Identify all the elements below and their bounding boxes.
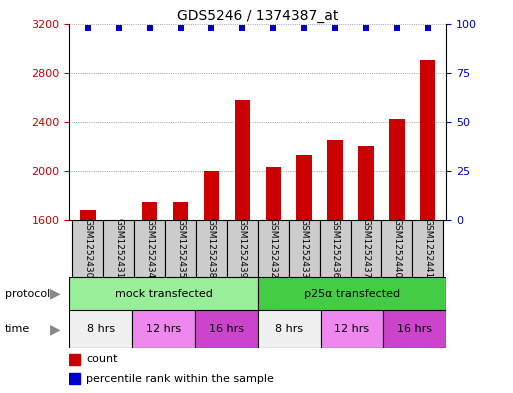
Text: GSM1252437: GSM1252437 (362, 219, 370, 279)
Text: ▶: ▶ (50, 287, 61, 301)
Bar (132, 310, 195, 348)
Text: GSM1252436: GSM1252436 (330, 219, 340, 279)
Bar (80, 210, 95, 220)
Text: ▶: ▶ (50, 322, 61, 336)
Bar (195, 310, 258, 348)
Bar (297, 155, 312, 220)
Bar (69, 277, 258, 310)
Text: GSM1252441: GSM1252441 (423, 219, 432, 279)
Text: GSM1252434: GSM1252434 (145, 219, 154, 279)
Bar (320, 220, 350, 277)
Text: 12 hrs: 12 hrs (146, 324, 181, 334)
Bar (165, 220, 196, 277)
Bar (69, 373, 80, 384)
Text: 8 hrs: 8 hrs (275, 324, 303, 334)
Bar (234, 100, 250, 220)
Bar (204, 171, 219, 220)
Text: 16 hrs: 16 hrs (209, 324, 244, 334)
Bar (381, 220, 412, 277)
Text: GSM1252440: GSM1252440 (392, 219, 401, 279)
Bar (327, 140, 343, 220)
Text: 8 hrs: 8 hrs (87, 324, 115, 334)
Bar (173, 202, 188, 220)
Text: percentile rank within the sample: percentile rank within the sample (86, 374, 274, 384)
Text: GSM1252432: GSM1252432 (269, 219, 278, 279)
Bar (412, 220, 443, 277)
Bar (196, 220, 227, 277)
Text: protocol: protocol (5, 289, 50, 299)
Bar (258, 220, 289, 277)
Bar (258, 310, 321, 348)
Text: 12 hrs: 12 hrs (334, 324, 369, 334)
Text: count: count (86, 354, 117, 364)
Text: 16 hrs: 16 hrs (398, 324, 432, 334)
Bar (389, 119, 405, 220)
Bar (321, 310, 383, 348)
Bar (383, 310, 446, 348)
Bar (72, 220, 103, 277)
Bar (266, 167, 281, 220)
Text: GSM1252430: GSM1252430 (83, 219, 92, 279)
Text: p25α transfected: p25α transfected (304, 289, 400, 299)
Bar (350, 220, 381, 277)
Bar (258, 277, 446, 310)
Text: GSM1252435: GSM1252435 (176, 219, 185, 279)
Bar (69, 354, 80, 365)
Text: GSM1252433: GSM1252433 (300, 219, 309, 279)
Bar (134, 220, 165, 277)
Text: GSM1252439: GSM1252439 (238, 219, 247, 279)
Text: time: time (5, 324, 30, 334)
Bar (227, 220, 258, 277)
Text: GSM1252431: GSM1252431 (114, 219, 123, 279)
Text: mock transfected: mock transfected (114, 289, 212, 299)
Bar (420, 61, 436, 220)
Bar (103, 220, 134, 277)
Bar (289, 220, 320, 277)
Bar (142, 202, 157, 220)
Title: GDS5246 / 1374387_at: GDS5246 / 1374387_at (177, 9, 339, 22)
Text: GSM1252438: GSM1252438 (207, 219, 216, 279)
Bar (69, 310, 132, 348)
Bar (358, 146, 373, 220)
